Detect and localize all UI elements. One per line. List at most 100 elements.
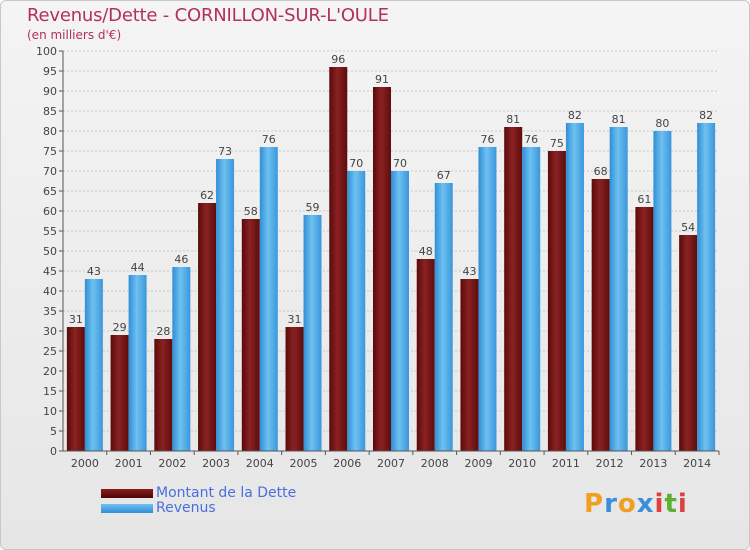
value-label: 29	[113, 321, 127, 334]
logo-letter: P	[584, 489, 605, 519]
legend-label-debt: Montant de la Dette	[156, 485, 297, 501]
value-label: 31	[288, 313, 302, 326]
logo-letter: i	[654, 489, 665, 519]
y-tick-label: 35	[43, 305, 57, 318]
bars	[66, 67, 716, 451]
value-label: 31	[69, 313, 83, 326]
y-tick-label: 30	[43, 325, 57, 338]
bar-debt	[504, 127, 523, 451]
bar-revenue	[84, 279, 103, 451]
bar-debt	[285, 327, 304, 451]
value-label: 68	[594, 165, 608, 178]
y-tick-label: 70	[43, 165, 57, 178]
chart-subtitle: (en milliers d'€)	[27, 28, 122, 42]
bar-revenue	[653, 131, 672, 451]
y-tick-label: 40	[43, 285, 57, 298]
legend-label-revenue: Revenus	[156, 500, 216, 516]
x-tick-label: 2005	[290, 457, 318, 470]
bar-debt	[66, 327, 85, 451]
bar-debt	[416, 259, 435, 451]
bar-chart: 0 5 10 15 20 25 30 35 40 45 50 55 60 65 70 75 80 85 90 95 10…	[36, 45, 720, 470]
x-tick-label: 2011	[552, 457, 580, 470]
value-label: 28	[156, 325, 170, 338]
value-label: 73	[218, 145, 232, 158]
x-tick-label: 2001	[115, 457, 143, 470]
x-tick-label: 2004	[246, 457, 274, 470]
legend-swatch-revenue	[101, 504, 153, 513]
value-label: 43	[462, 265, 476, 278]
value-label: 44	[131, 261, 145, 274]
bar-revenue	[259, 147, 278, 451]
bar-debt	[591, 179, 610, 451]
value-label: 70	[349, 157, 363, 170]
y-axis-ticks: 0 5 10 15 20 25 30 35 40 45 50 55 60 65 70 75 80 85 90 95 10…	[36, 45, 63, 458]
y-tick-label: 85	[43, 105, 57, 118]
value-label: 58	[244, 205, 258, 218]
y-tick-label: 55	[43, 225, 57, 238]
value-label: 61	[637, 193, 651, 206]
bar-debt	[547, 151, 566, 451]
bar-debt	[110, 335, 129, 451]
bar-revenue	[347, 171, 366, 451]
bar-revenue	[478, 147, 497, 451]
bar-debt	[635, 207, 654, 451]
y-tick-label: 100	[36, 45, 57, 58]
y-tick-label: 90	[43, 85, 57, 98]
y-tick-label: 25	[43, 345, 57, 358]
bar-revenue	[434, 183, 453, 451]
x-tick-label: 2009	[464, 457, 492, 470]
bar-revenue	[391, 171, 409, 451]
value-label: 43	[87, 265, 101, 278]
x-tick-label: 2013	[639, 457, 667, 470]
value-label: 96	[331, 53, 345, 66]
y-tick-label: 65	[43, 185, 57, 198]
bar-debt	[198, 203, 217, 451]
value-labels: 31 43 29 44 28 46 62 73 58 76 31 59 96 70 91 70 48 67 43 76…	[69, 53, 713, 338]
x-axis-ticks: 2000 2001 2002 2003 2004 2005 2006 2007 2008 2009…	[71, 451, 720, 470]
proxiti-logo: Proxiti	[584, 489, 688, 519]
y-tick-label: 50	[43, 245, 57, 258]
bar-debt	[460, 279, 479, 451]
value-label: 82	[699, 109, 713, 122]
logo-letter: t	[664, 489, 678, 519]
y-tick-label: 10	[43, 405, 57, 418]
y-tick-label: 5	[50, 425, 57, 438]
axes	[62, 51, 719, 452]
value-label: 81	[506, 113, 520, 126]
bar-revenue	[172, 267, 191, 451]
value-label: 67	[437, 169, 451, 182]
bar-revenue	[609, 127, 628, 451]
value-label: 46	[174, 253, 188, 266]
logo-letter: i	[677, 489, 688, 519]
value-label: 59	[306, 201, 320, 214]
y-tick-label: 80	[43, 125, 57, 138]
x-tick-label: 2003	[202, 457, 230, 470]
value-label: 70	[393, 157, 407, 170]
x-tick-label: 2010	[508, 457, 536, 470]
chart-title: Revenus/Dette - CORNILLON-SUR-L'OULE	[27, 5, 389, 26]
value-label: 81	[612, 113, 626, 126]
logo-letter: r	[604, 489, 618, 519]
value-label: 75	[550, 137, 564, 150]
x-tick-label: 2002	[158, 457, 186, 470]
y-tick-label: 20	[43, 365, 57, 378]
bar-debt	[241, 219, 260, 451]
value-label: 76	[524, 133, 538, 146]
bar-debt	[373, 87, 391, 451]
y-tick-label: 45	[43, 265, 57, 278]
bar-revenue	[216, 159, 235, 451]
bar-debt	[154, 339, 173, 451]
logo-letter: o	[617, 489, 637, 519]
y-tick-label: 15	[43, 385, 57, 398]
y-tick-label: 75	[43, 145, 57, 158]
logo-letter: x	[636, 489, 655, 519]
bar-debt	[329, 67, 348, 451]
value-label: 48	[419, 245, 433, 258]
y-tick-label: 60	[43, 205, 57, 218]
x-tick-label: 2008	[421, 457, 449, 470]
x-tick-label: 2012	[596, 457, 624, 470]
bar-revenue	[697, 123, 716, 451]
value-label: 62	[200, 189, 214, 202]
bar-revenue	[522, 147, 541, 451]
